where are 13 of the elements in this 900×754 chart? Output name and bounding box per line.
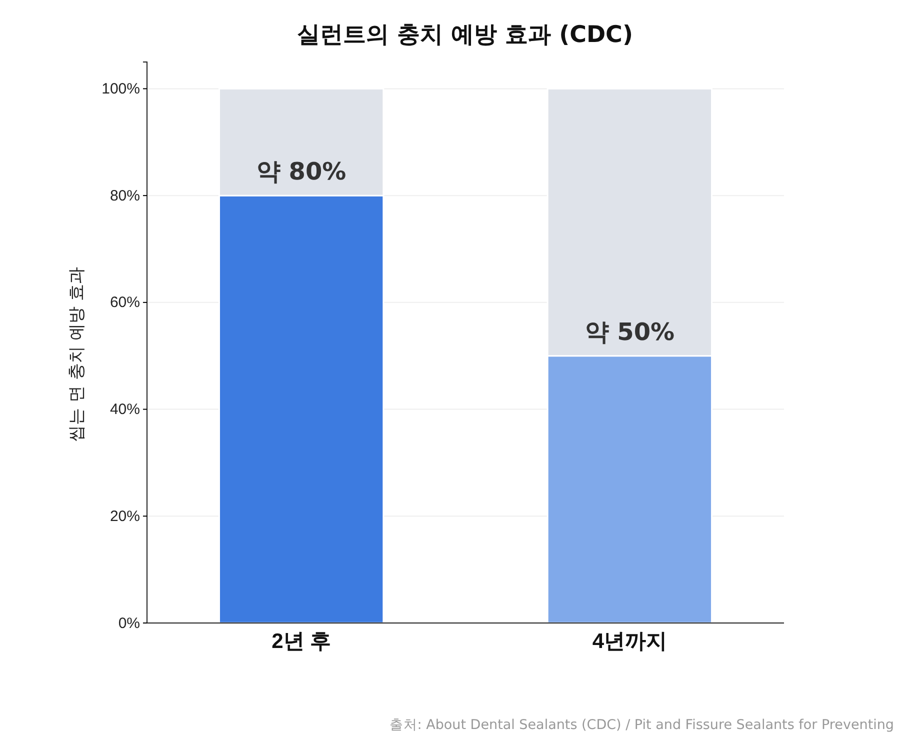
x-tick-label: 2년 후 — [272, 630, 332, 653]
y-tick-label: 20% — [110, 508, 140, 525]
y-tick-label: 40% — [110, 401, 140, 418]
chart-title: 실런트의 충치 예방 효과 (CDC) — [297, 22, 633, 48]
source-note: 출처: About Dental Sealants (CDC) / Pit and Fissure Sealants for Preventing — [389, 717, 894, 733]
y-tick-label: 0% — [118, 614, 140, 632]
y-axis-title: 씹는 면 충치 예방 효과 — [67, 267, 87, 442]
data-label: 약 80% — [256, 158, 346, 186]
y-tick-label: 80% — [110, 187, 140, 204]
data-label: 약 50% — [584, 318, 675, 346]
x-tick-label: 4년까지 — [592, 630, 668, 653]
y-tick-label: 100% — [102, 80, 140, 98]
y-tick-label: 60% — [110, 294, 140, 312]
